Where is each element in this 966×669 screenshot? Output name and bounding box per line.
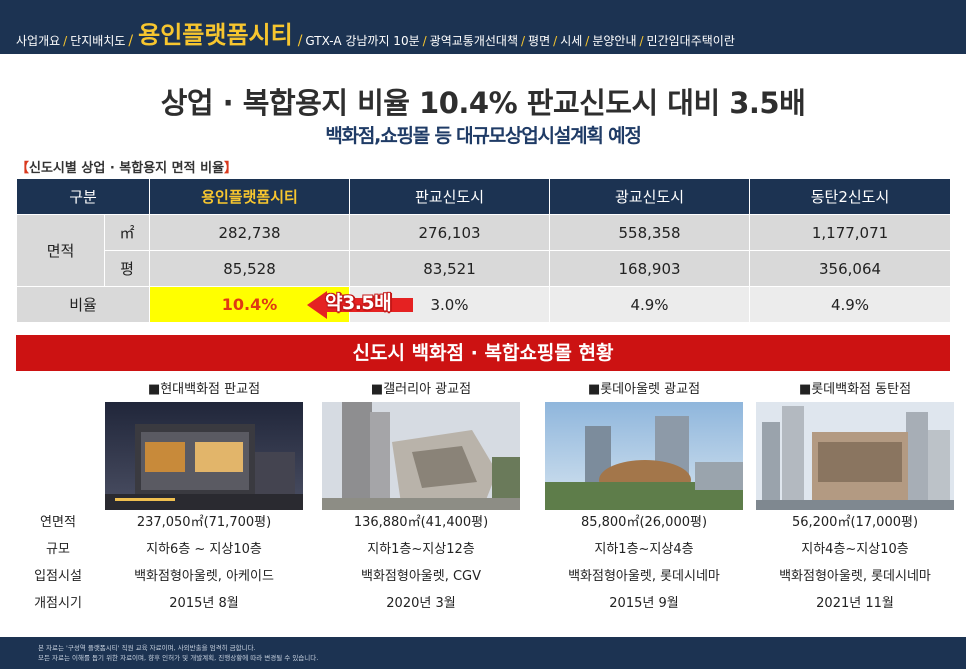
- store-values-hyundai-pangyo: 237,050㎡(71,700평) 지하6층 ~ 지상10층 백화점형아울렛, …: [101, 509, 307, 617]
- nav-separator: /: [422, 34, 427, 48]
- nav-item-site-plan[interactable]: 단지배치도: [70, 34, 126, 48]
- nav-item-floor-plan[interactable]: 평면: [528, 34, 551, 48]
- left-arrow-icon: [307, 291, 413, 319]
- ratio-label: 비율: [15, 286, 151, 323]
- store-title: ■갤러리아 광교점: [370, 382, 472, 397]
- nav-separator: /: [639, 34, 644, 48]
- nav-separator: /: [63, 34, 68, 48]
- table-header-row: 구분 용인플랫폼시티 판교신도시 광교신도시 동탄2신도시: [15, 178, 952, 215]
- store-opening-date: 2020년 3월: [386, 596, 456, 611]
- disclaimer-line: 모든 자료는 이해를 돕기 위한 자료이며, 향후 인허가 및 개발계획, 진행…: [38, 654, 319, 662]
- nav-separator: /: [585, 34, 590, 48]
- ratio-gwanggyo: 4.9%: [549, 286, 751, 323]
- store-facilities: 백화점형아울렛, 아케이드: [134, 569, 274, 584]
- nav-separator: /: [553, 34, 558, 48]
- store-photo: [105, 402, 303, 510]
- store-scale: 지하6층 ~ 지상10층: [146, 542, 262, 557]
- nav-item-gtx-a[interactable]: GTX-A 강남까지 10분: [305, 34, 420, 48]
- footer-disclaimer: 본 자료는 '구성역 플랫폼시티' 직원 교육 자료이며, 사외반출을 엄격히 …: [0, 637, 966, 669]
- row-label-opening: 개점시기: [34, 596, 82, 611]
- table-row: 비율 10.4% 3.0% 4.9% 4.9%: [15, 286, 952, 323]
- store-values-galleria-gwanggyo: 136,880㎡(41,400평) 지하1층~지상12층 백화점형아울렛, CG…: [318, 509, 524, 617]
- nav-item-platform-city[interactable]: 용인플랫폼시티: [138, 21, 293, 49]
- store-opening-date: 2015년 9월: [609, 596, 679, 611]
- store-card-lotte-dept-dongtan: ■롯데백화점 동탄점: [752, 380, 958, 510]
- nav-item-overview[interactable]: 사업개요: [16, 34, 61, 48]
- ratio-dongtan2: 4.9%: [749, 286, 952, 323]
- store-photo: [756, 402, 954, 510]
- disclaimer-line: 본 자료는 '구성역 플랫폼시티' 직원 교육 자료이며, 사외반출을 엄격히 …: [38, 644, 256, 652]
- store-scale: 지하1층~지상4층: [594, 542, 694, 557]
- nav-separator: /: [521, 34, 526, 48]
- store-values-lotte-outlet-gwanggyo: 85,800㎡(26,000평) 지하1층~지상4층 백화점형아울렛, 롯데시네…: [541, 509, 747, 617]
- table-row: 평 85,528 83,521 168,903 356,064: [17, 250, 952, 287]
- header-pangyo: 판교신도시: [349, 178, 551, 215]
- nav-item-sale-info[interactable]: 분양안내: [592, 34, 637, 48]
- table-cell: 356,064: [749, 250, 952, 287]
- row-label-floor-area: 연면적: [40, 515, 76, 530]
- caption-bracket-close: 】: [224, 161, 238, 176]
- table-row: 면적 ㎡ 282,738 276,103 558,358 1,177,071: [16, 214, 952, 287]
- nav-item-market-price[interactable]: 시세: [560, 34, 583, 48]
- table-cell: 1,177,071: [749, 214, 952, 251]
- table-caption: 【신도시별 상업 · 복합용지 면적 비율】: [16, 157, 237, 176]
- area-label: 면적: [16, 214, 105, 287]
- store-values-lotte-dept-dongtan: 56,200㎡(17,000평) 지하4층~지상10층 백화점형아울렛, 롯데시…: [752, 509, 958, 617]
- caption-bracket-open: 【: [16, 161, 30, 176]
- store-floor-area: 56,200㎡(17,000평): [791, 515, 919, 530]
- page-headline: 상업 · 복합용지 비율 10.4% 판교신도시 대비 3.5배: [160, 86, 806, 120]
- store-opening-date: 2021년 11월: [816, 596, 894, 611]
- store-title: ■현대백화점 판교점: [147, 382, 261, 397]
- store-card-galleria-gwanggyo: ■갤러리아 광교점: [318, 380, 524, 510]
- table-cell: 85,528: [149, 250, 351, 287]
- table-cell: 282,738: [149, 214, 351, 251]
- table-cell: 276,103: [349, 214, 551, 251]
- top-navigation: 사업개요 / 단지배치도 / 용인플랫폼시티 / GTX-A 강남까지 10분 …: [0, 0, 966, 54]
- unit-pyeong: 평: [103, 250, 151, 287]
- nav-item-private-rental[interactable]: 민간임대주택이란: [646, 34, 735, 48]
- store-title: ■롯데백화점 동탄점: [798, 382, 912, 397]
- row-label-scale: 규모: [46, 542, 70, 557]
- store-scale: 지하4층~지상10층: [801, 542, 909, 557]
- store-floor-area: 85,800㎡(26,000평): [580, 515, 708, 530]
- store-facilities: 백화점형아울렛, CGV: [360, 569, 482, 584]
- caption-text: 신도시별 상업 · 복합용지 면적 비율: [29, 161, 225, 176]
- store-scale: 지하1층~지상12층: [367, 542, 475, 557]
- store-facilities: 백화점형아울렛, 롯데시네마: [779, 569, 931, 584]
- store-photo: [322, 402, 520, 510]
- store-facilities: 백화점형아울렛, 롯데시네마: [568, 569, 720, 584]
- store-card-lotte-outlet-gwanggyo: ■롯데아울렛 광교점: [541, 380, 747, 510]
- table-cell: 558,358: [549, 214, 751, 251]
- store-photo: [545, 402, 743, 510]
- table-cell: 168,903: [549, 250, 751, 287]
- store-card-hyundai-pangyo: ■현대백화점 판교점: [101, 380, 307, 510]
- store-floor-area: 136,880㎡(41,400평): [353, 515, 489, 530]
- row-label-facilities: 입점시설: [34, 569, 82, 584]
- nav-separator: /: [128, 33, 134, 49]
- header-dongtan2: 동탄2신도시: [749, 178, 952, 215]
- nav-item-transport-plan[interactable]: 광역교통개선대책: [429, 34, 518, 48]
- callout-label: 약3.5배: [325, 292, 392, 314]
- header-gwanggyo: 광교신도시: [549, 178, 751, 215]
- nav-separator: /: [297, 33, 303, 49]
- page-subheadline: 백화점,쇼핑몰 등 대규모상업시설계획 예정: [325, 125, 642, 147]
- section-banner: 신도시 백화점 · 복합쇼핑몰 현황: [16, 335, 950, 371]
- unit-sqm: ㎡: [103, 214, 151, 251]
- store-opening-date: 2015년 8월: [169, 596, 239, 611]
- table-cell: 83,521: [349, 250, 551, 287]
- area-ratio-table: 구분 용인플랫폼시티 판교신도시 광교신도시 동탄2신도시 면적 ㎡ 282,7…: [15, 178, 952, 323]
- store-row-labels: 연면적 규모 입점시설 개점시기: [22, 509, 94, 617]
- header-category: 구분: [15, 178, 151, 215]
- store-title: ■롯데아울렛 광교점: [587, 382, 701, 397]
- store-floor-area: 237,050㎡(71,700평): [136, 515, 272, 530]
- header-yongin: 용인플랫폼시티: [149, 178, 351, 215]
